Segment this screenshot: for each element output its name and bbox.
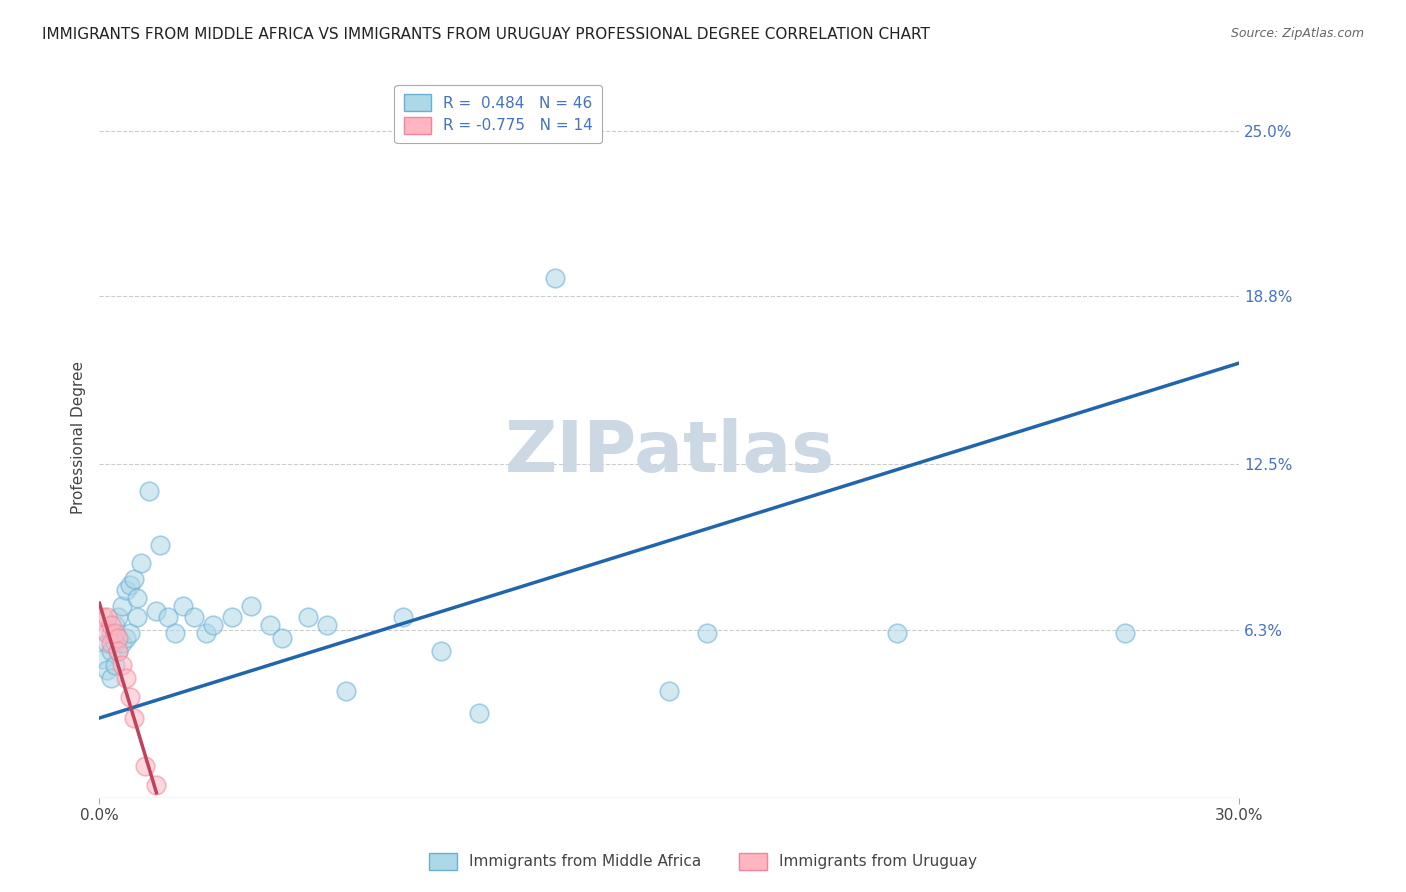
Point <box>111 599 134 613</box>
Point <box>658 684 681 698</box>
Point <box>129 556 152 570</box>
Point <box>165 625 187 640</box>
Point <box>886 625 908 640</box>
Point <box>111 657 134 672</box>
Text: Source: ZipAtlas.com: Source: ZipAtlas.com <box>1230 27 1364 40</box>
Point <box>430 644 453 658</box>
Point <box>107 644 129 658</box>
Point <box>115 631 138 645</box>
Point <box>100 636 122 650</box>
Point <box>392 609 415 624</box>
Point <box>100 671 122 685</box>
Point <box>145 778 167 792</box>
Point <box>104 617 127 632</box>
Point <box>335 684 357 698</box>
Point <box>127 591 149 605</box>
Point <box>118 625 141 640</box>
Point <box>107 631 129 645</box>
Point <box>96 625 118 640</box>
Point <box>100 644 122 658</box>
Point <box>118 690 141 704</box>
Point <box>468 706 491 720</box>
Point <box>96 663 118 677</box>
Point <box>183 609 205 624</box>
Point <box>111 636 134 650</box>
Point <box>134 759 156 773</box>
Point <box>194 625 217 640</box>
Point <box>221 609 243 624</box>
Point <box>100 625 122 640</box>
Text: IMMIGRANTS FROM MIDDLE AFRICA VS IMMIGRANTS FROM URUGUAY PROFESSIONAL DEGREE COR: IMMIGRANTS FROM MIDDLE AFRICA VS IMMIGRA… <box>42 27 929 42</box>
Point <box>240 599 263 613</box>
Point <box>297 609 319 624</box>
Point <box>107 644 129 658</box>
Point <box>115 671 138 685</box>
Point <box>138 484 160 499</box>
Point <box>316 617 339 632</box>
Legend: Immigrants from Middle Africa, Immigrants from Uruguay: Immigrants from Middle Africa, Immigrant… <box>422 846 984 877</box>
Point <box>100 617 122 632</box>
Point <box>544 270 567 285</box>
Point <box>172 599 194 613</box>
Point <box>259 617 281 632</box>
Point <box>96 636 118 650</box>
Y-axis label: Professional Degree: Professional Degree <box>72 361 86 515</box>
Point <box>270 631 292 645</box>
Point <box>96 609 118 624</box>
Point <box>104 657 127 672</box>
Point <box>91 652 114 666</box>
Point <box>145 604 167 618</box>
Point <box>118 577 141 591</box>
Legend: R =  0.484   N = 46, R = -0.775   N = 14: R = 0.484 N = 46, R = -0.775 N = 14 <box>395 85 602 143</box>
Point <box>115 582 138 597</box>
Point <box>107 609 129 624</box>
Point <box>202 617 225 632</box>
Point <box>122 572 145 586</box>
Point <box>127 609 149 624</box>
Point <box>1114 625 1136 640</box>
Point <box>122 711 145 725</box>
Point <box>696 625 718 640</box>
Text: ZIPatlas: ZIPatlas <box>505 417 834 487</box>
Point <box>149 537 172 551</box>
Point <box>104 636 127 650</box>
Point <box>107 631 129 645</box>
Point <box>91 609 114 624</box>
Point <box>104 625 127 640</box>
Point <box>156 609 179 624</box>
